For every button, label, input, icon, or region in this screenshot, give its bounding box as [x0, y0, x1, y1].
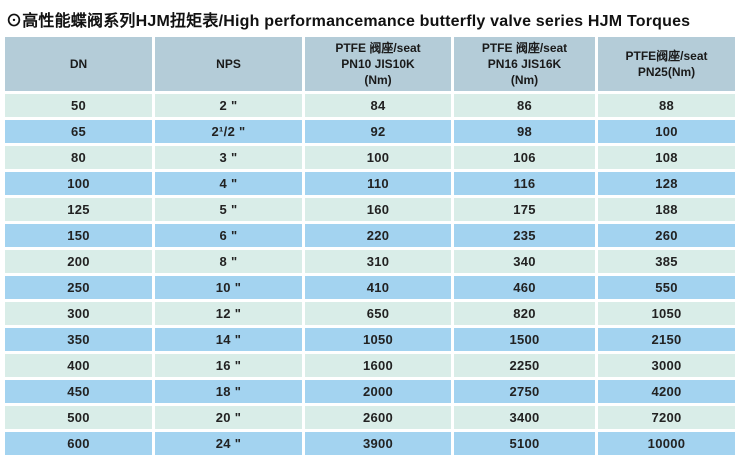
cell-pn16: 98	[454, 120, 595, 143]
table-body: 50 2 " 84 86 88 65 2¹/2 " 92 98 100 80 3 " 100 106 108…	[5, 94, 735, 455]
cell-pn16: 1500	[454, 328, 595, 351]
cell-pn25: 3000	[598, 354, 735, 377]
table-row: 125 5 " 160 175 188	[5, 198, 735, 221]
table-header: DN NPS PTFE 阀座/seat PN10 JIS10K (Nm) PTF…	[5, 37, 735, 91]
table-row: 500 20 " 2600 3400 7200	[5, 406, 735, 429]
cell-nps: 4 "	[155, 172, 302, 195]
cell-pn10: 410	[305, 276, 451, 299]
cell-pn25: 128	[598, 172, 735, 195]
torque-table: DN NPS PTFE 阀座/seat PN10 JIS10K (Nm) PTF…	[2, 34, 738, 455]
table-row: 300 12 " 650 820 1050	[5, 302, 735, 325]
cell-pn10: 110	[305, 172, 451, 195]
cell-pn25: 10000	[598, 432, 735, 455]
cell-pn25: 260	[598, 224, 735, 247]
cell-pn16: 340	[454, 250, 595, 273]
cell-pn16: 116	[454, 172, 595, 195]
cell-dn: 450	[5, 380, 152, 403]
col-header-nps: NPS	[155, 37, 302, 91]
cell-dn: 100	[5, 172, 152, 195]
cell-dn: 400	[5, 354, 152, 377]
cell-dn: 80	[5, 146, 152, 169]
cell-pn16: 5100	[454, 432, 595, 455]
cell-pn25: 100	[598, 120, 735, 143]
cell-dn: 600	[5, 432, 152, 455]
cell-pn10: 92	[305, 120, 451, 143]
cell-nps: 2 "	[155, 94, 302, 117]
cell-nps: 12 "	[155, 302, 302, 325]
cell-pn16: 820	[454, 302, 595, 325]
cell-pn25: 7200	[598, 406, 735, 429]
table-row: 50 2 " 84 86 88	[5, 94, 735, 117]
cell-pn10: 2000	[305, 380, 451, 403]
cell-dn: 500	[5, 406, 152, 429]
cell-pn25: 385	[598, 250, 735, 273]
cell-dn: 125	[5, 198, 152, 221]
table-row: 150 6 " 220 235 260	[5, 224, 735, 247]
cell-pn25: 88	[598, 94, 735, 117]
cell-dn: 350	[5, 328, 152, 351]
cell-nps: 6 "	[155, 224, 302, 247]
cell-dn: 150	[5, 224, 152, 247]
cell-nps: 18 "	[155, 380, 302, 403]
cell-pn16: 86	[454, 94, 595, 117]
cell-nps: 24 "	[155, 432, 302, 455]
cell-pn16: 2250	[454, 354, 595, 377]
cell-pn16: 235	[454, 224, 595, 247]
col-header-pn16: PTFE 阀座/seat PN16 JIS16K (Nm)	[454, 37, 595, 91]
cell-pn16: 106	[454, 146, 595, 169]
table-row: 65 2¹/2 " 92 98 100	[5, 120, 735, 143]
table-row: 250 10 " 410 460 550	[5, 276, 735, 299]
cell-dn: 65	[5, 120, 152, 143]
cell-dn: 200	[5, 250, 152, 273]
table-row: 100 4 " 110 116 128	[5, 172, 735, 195]
cell-dn: 50	[5, 94, 152, 117]
cell-pn10: 220	[305, 224, 451, 247]
cell-pn25: 4200	[598, 380, 735, 403]
cell-nps: 10 "	[155, 276, 302, 299]
cell-dn: 300	[5, 302, 152, 325]
table-row: 350 14 " 1050 1500 2150	[5, 328, 735, 351]
cell-nps: 2¹/2 "	[155, 120, 302, 143]
cell-pn10: 100	[305, 146, 451, 169]
cell-pn10: 84	[305, 94, 451, 117]
cell-pn10: 650	[305, 302, 451, 325]
col-header-pn10: PTFE 阀座/seat PN10 JIS10K (Nm)	[305, 37, 451, 91]
cell-pn25: 1050	[598, 302, 735, 325]
table-row: 600 24 " 3900 5100 10000	[5, 432, 735, 455]
cell-pn25: 188	[598, 198, 735, 221]
col-header-dn: DN	[5, 37, 152, 91]
cell-nps: 20 "	[155, 406, 302, 429]
cell-nps: 14 "	[155, 328, 302, 351]
col-header-pn25: PTFE阀座/seat PN25(Nm)	[598, 37, 735, 91]
cell-pn25: 550	[598, 276, 735, 299]
cell-nps: 16 "	[155, 354, 302, 377]
table-row: 450 18 " 2000 2750 4200	[5, 380, 735, 403]
cell-pn16: 2750	[454, 380, 595, 403]
page-title: ⊙高性能蝶阀系列HJM扭矩表/High performancemance but…	[6, 13, 691, 30]
cell-nps: 3 "	[155, 146, 302, 169]
cell-nps: 5 "	[155, 198, 302, 221]
table-row: 200 8 " 310 340 385	[5, 250, 735, 273]
cell-nps: 8 "	[155, 250, 302, 273]
cell-pn25: 2150	[598, 328, 735, 351]
cell-pn10: 3900	[305, 432, 451, 455]
cell-pn16: 460	[454, 276, 595, 299]
cell-pn10: 1050	[305, 328, 451, 351]
cell-dn: 250	[5, 276, 152, 299]
cell-pn25: 108	[598, 146, 735, 169]
cell-pn16: 175	[454, 198, 595, 221]
table-row: 80 3 " 100 106 108	[5, 146, 735, 169]
cell-pn10: 310	[305, 250, 451, 273]
header-row: DN NPS PTFE 阀座/seat PN10 JIS10K (Nm) PTF…	[5, 37, 735, 91]
cell-pn10: 2600	[305, 406, 451, 429]
table-row: 400 16 " 1600 2250 3000	[5, 354, 735, 377]
cell-pn10: 160	[305, 198, 451, 221]
cell-pn16: 3400	[454, 406, 595, 429]
cell-pn10: 1600	[305, 354, 451, 377]
